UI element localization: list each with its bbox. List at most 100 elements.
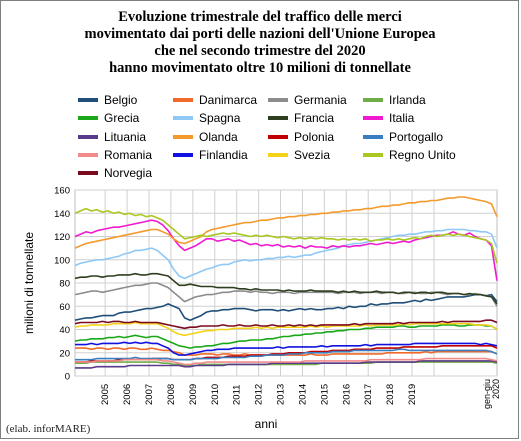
y-tick-label: 100: [54, 255, 70, 266]
series-line-francia: [74, 272, 498, 305]
legend-label: Danimarca: [199, 93, 258, 107]
legend-label: Irlanda: [389, 93, 426, 107]
legend-label: Spagna: [199, 111, 241, 126]
legend-label: Francia: [294, 111, 335, 126]
legend-item-norvegia: Norvegia: [78, 165, 152, 181]
legend-swatch: [78, 152, 98, 157]
legend-label: Germania: [294, 93, 347, 107]
x-tick-label: 2006: [122, 384, 133, 405]
legend-swatch: [363, 98, 383, 102]
legend-swatch: [78, 98, 98, 102]
legend-label: Lituania: [104, 129, 147, 144]
series-line-lituania: [75, 360, 498, 369]
legend-item-italia: Italia: [363, 110, 414, 126]
legend-swatch: [363, 152, 383, 157]
series-line-regno-unito: [74, 207, 498, 264]
x-tick-label: 2010: [210, 384, 221, 405]
y-tick-label: 20: [59, 348, 70, 359]
legend-item-germania: Germania: [268, 92, 347, 108]
legend-swatch: [173, 134, 193, 139]
legend-swatch: [268, 152, 288, 157]
legend-item-finlandia: Finlandia: [173, 147, 248, 163]
x-axis-title: anni: [255, 417, 278, 431]
legend-item-irlanda: Irlanda: [363, 92, 426, 108]
y-tick-label: 140: [54, 209, 70, 220]
legend-label: Belgio: [104, 93, 138, 107]
legend-item-grecia: Grecia: [78, 110, 139, 126]
legend-item-danimarca: Danimarca: [173, 92, 257, 108]
legend-label: Regno Unito: [389, 147, 456, 162]
title-line-2: movimentato dai porti delle nazioni dell…: [84, 26, 436, 42]
x-tick-label: 2012: [254, 384, 265, 405]
series-line-portogallo: [75, 348, 498, 361]
title-line-1: Evoluzione trimestrale del traffico dell…: [118, 9, 402, 25]
legend-label: Finlandia: [199, 147, 248, 162]
legend-label: Italia: [389, 111, 415, 126]
legend-swatch: [268, 116, 288, 121]
x-tick-label: 2005: [100, 384, 111, 405]
x-tick-label-last: gen-giu: [482, 379, 492, 409]
legend-label: Svezia: [294, 147, 331, 162]
series-line-irlanda: [75, 361, 498, 367]
legend-item-regno-unito: Regno Unito: [363, 147, 456, 163]
legend-swatch: [268, 98, 288, 102]
legend-swatch: [173, 152, 193, 157]
legend-item-romania: Romania: [78, 147, 152, 163]
title-line-4: hanno movimentato oltre 10 milioni di to…: [109, 60, 411, 76]
x-tick-label: 2014: [297, 384, 308, 405]
legend-item-svezia: Svezia: [268, 147, 330, 163]
legend-swatch: [173, 98, 193, 102]
legend-swatch: [363, 134, 383, 139]
x-tick-label: 2019: [407, 384, 418, 405]
y-tick-label: 80: [59, 279, 70, 290]
y-tick-label: 120: [54, 232, 70, 243]
legend-swatch: [363, 116, 383, 121]
x-tick-label: 2007: [144, 384, 155, 405]
legend-label: Romania: [104, 147, 153, 162]
y-tick-label: 0: [65, 372, 70, 383]
legend-label: Norvegia: [104, 166, 153, 181]
legend-item-spagna: Spagna: [173, 110, 240, 126]
series-line-finlandia: [75, 341, 498, 356]
legend-item-francia: Francia: [268, 110, 334, 126]
series-line-spagna: [74, 228, 498, 280]
chart-title: Evoluzione trimestrale del traffico dell…: [60, 9, 460, 77]
x-tick-label: 2011: [232, 385, 243, 405]
legend-swatch: [78, 116, 98, 121]
series-line-norvegia: [74, 319, 498, 330]
x-tick-label: 2008: [166, 384, 177, 405]
credit-note: (elab. inforMARE): [6, 423, 91, 435]
series-line-italia: [74, 219, 498, 281]
legend-label: Polonia: [294, 129, 335, 144]
legend-swatch: [173, 116, 193, 121]
x-tick-label: 2016: [341, 384, 352, 405]
legend-item-olanda: Olanda: [173, 129, 238, 145]
series-line-grecia: [74, 324, 498, 349]
x-tick-label: 2009: [188, 384, 199, 405]
legend-item-polonia: Polonia: [268, 129, 334, 145]
series-line-belgio: [74, 293, 498, 322]
y-axis-title: milioni di tonnellate: [22, 232, 36, 334]
y-tick-label: 160: [54, 186, 70, 197]
series-line-romania: [75, 357, 498, 366]
y-tick-label: 60: [59, 302, 70, 313]
legend-item-belgio: Belgio: [78, 92, 137, 108]
chart-legend: Belgio Danimarca Germania Irlanda Grecia Spag…: [0, 0, 521, 190]
x-tick-label: 2013: [276, 384, 287, 405]
legend-swatch: [78, 171, 98, 176]
legend-swatch: [78, 134, 98, 139]
x-tick-label: 2018: [385, 384, 396, 405]
y-tick-label: 40: [59, 325, 70, 336]
legend-item-lituania: Lituania: [78, 129, 146, 145]
title-line-3: che nel secondo trimestre del 2020: [154, 43, 366, 59]
x-tick-label: 2015: [319, 384, 330, 405]
legend-swatch: [268, 134, 288, 139]
legend-item-portogallo: Portogallo: [363, 129, 443, 145]
x-tick-label: 2017: [363, 384, 374, 405]
legend-label: Portogallo: [389, 129, 444, 144]
series-line-olanda: [74, 196, 498, 249]
x-tick-label-last: 2020: [491, 379, 501, 399]
series-line-svezia: [74, 321, 498, 337]
